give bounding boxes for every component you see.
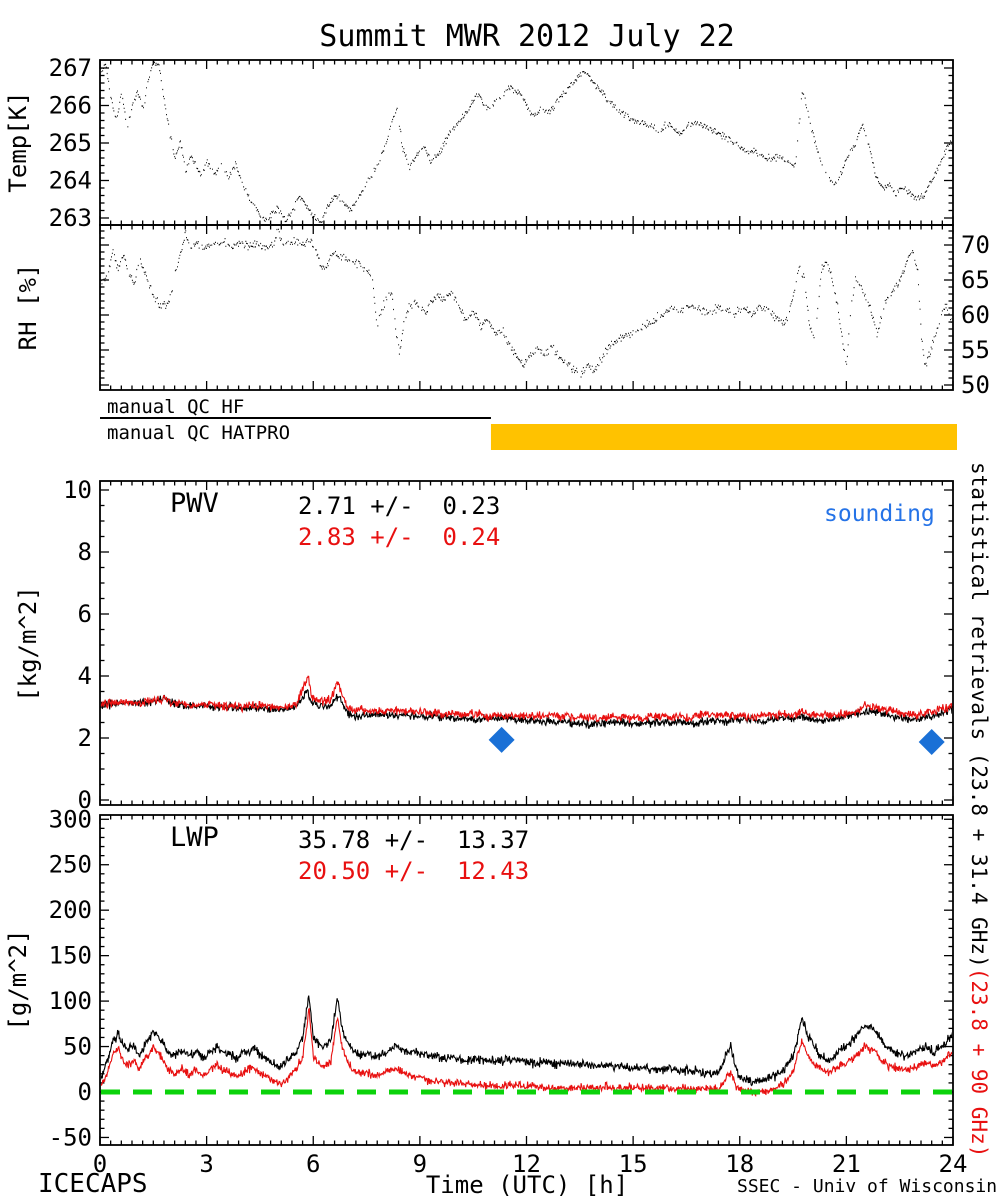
lwp-y-tick-label: 50 [63,1033,92,1061]
lwp-y-axis-label: [g/m^2] [3,929,32,1031]
rh-frame [99,224,954,391]
pwv-panel-label: PWV [170,488,219,519]
rh-y-tick-label: 65 [961,266,990,294]
lwp-frame [99,814,954,1146]
x-axis-label: Time (UTC) [h] [425,1171,629,1199]
pwv-y-tick-label: 2 [78,724,92,752]
lwp-series-red [101,1007,952,1097]
pwv-panel: 0 2 4 6 8 10 [63,476,954,814]
right-axis-label: statistical retrievals (23.8 + 31.4 GHz)… [967,462,991,1157]
rh-panel: 50 55 60 65 70 [99,224,990,399]
x-tick-label: 21 [832,1150,861,1178]
x-tick-label: 6 [306,1150,320,1178]
lwp-stats-red: 20.50 +/- 12.43 [298,857,530,885]
lwp-y-tick-label: 200 [49,896,92,924]
pwv-y-tick-label: 4 [78,662,92,690]
temp-y-tick-label: 265 [49,129,92,157]
pwv-stats-red: 2.83 +/- 0.24 [298,523,501,551]
right-axis-label-red: (23.8 + 90 GHz) [967,968,991,1158]
lwp-panel-label: LWP [170,822,219,853]
pwv-ticks [99,481,954,805]
chart-title: Summit MWR 2012 July 22 [319,19,735,54]
lwp-y-tick-label: 250 [49,851,92,879]
rh-ticks [99,225,954,390]
pwv-y-tick-label: 6 [78,600,92,628]
sounding-diamond [918,729,945,756]
credit-label: SSEC - Univ of Wisconsin [737,1176,998,1197]
lwp-y-tick-label: 0 [78,1078,92,1106]
x-tick-label: 0 [93,1150,107,1178]
rh-y-tick-label: 50 [961,371,990,399]
pwv-y-tick-label: 8 [78,538,92,566]
sounding-legend-label: sounding [824,501,935,527]
lwp-y-tick-label: 300 [49,805,92,833]
temp-ticks [99,60,954,225]
temp-series-black [101,61,952,223]
pwv-y-tick-label: 0 [78,786,92,814]
lwp-y-tick-label: 150 [49,942,92,970]
x-tick-label: 18 [725,1150,754,1178]
rh-series-black [101,228,952,378]
x-tick-label: 12 [512,1150,541,1178]
pwv-y-tick-label: 10 [63,476,92,504]
x-tick-label: 3 [199,1150,213,1178]
lwp-y-tick-label: -50 [49,1123,92,1151]
qc-hf-label: manual QC HF [107,396,245,418]
project-name-label: ICECAPS [38,1169,148,1199]
temp-y-axis-label: Temp[K] [3,91,32,193]
pwv-y-axis-label: [kg/m^2] [13,586,42,702]
lwp-series-black [101,995,952,1087]
pwv-series-red [101,675,952,723]
lwp-stats-black: 35.78 +/- 13.37 [298,826,530,854]
x-tick-label: 15 [619,1150,648,1178]
x-tick-label: 9 [413,1150,427,1178]
temp-y-tick-label: 267 [49,54,92,82]
temp-panel: 263 264 265 266 267 [49,54,954,232]
x-tick-label: 24 [939,1150,968,1178]
right-axis-label-black: statistical retrievals (23.8 + 31.4 GHz) [967,462,991,968]
rh-y-tick-label: 55 [961,336,990,364]
rh-y-tick-label: 60 [961,301,990,329]
qc-band [100,417,958,450]
qc-hatpro-label: manual QC HATPRO [107,422,291,444]
lwp-y-tick-label: 100 [49,987,92,1015]
qc-hatpro-bar [490,424,958,450]
rh-y-tick-label: 70 [961,231,990,259]
pwv-series-black [101,688,952,730]
temp-y-tick-label: 264 [49,167,92,195]
temp-y-tick-label: 263 [49,204,92,232]
temp-y-tick-label: 266 [49,92,92,120]
pwv-frame [99,480,954,806]
temp-frame [99,59,954,226]
rh-y-axis-label: RH [%] [13,263,42,351]
sounding-diamond [488,726,515,753]
pwv-stats-black: 2.71 +/- 0.23 [298,492,501,520]
